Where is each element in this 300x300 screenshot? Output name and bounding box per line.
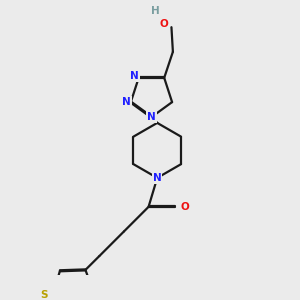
Text: S: S: [40, 290, 48, 300]
Text: N: N: [130, 71, 139, 81]
Text: N: N: [153, 173, 162, 183]
Text: N: N: [147, 112, 156, 122]
Text: O: O: [160, 19, 169, 29]
Text: N: N: [122, 97, 131, 107]
Text: O: O: [180, 202, 189, 212]
Text: H: H: [151, 6, 160, 16]
